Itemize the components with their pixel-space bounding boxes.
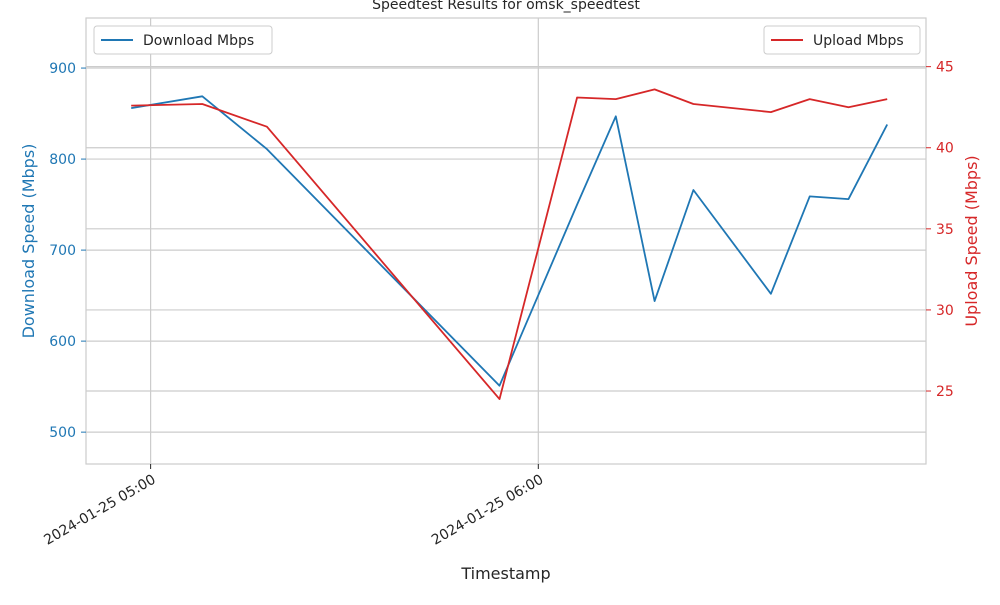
tick-layer: 500 600 700 800 900 25 30 35 40 45 2024-01-25 05:0…	[41, 60, 953, 549]
y-tick-label-right: 35	[936, 222, 954, 238]
y-tick-label-left: 800	[49, 152, 76, 168]
download-series-line	[131, 95, 888, 387]
y-tick-label-right: 40	[936, 141, 954, 157]
y-tick-label-right: 45	[936, 60, 954, 76]
y-axis-label-left: Download Speed (Mbps)	[19, 144, 38, 339]
y-tick-label-right: 30	[936, 303, 954, 319]
plot-frame	[85, 17, 927, 465]
legend-upload-box	[763, 25, 921, 55]
upload-series-line	[131, 88, 888, 401]
x-axis-label: Timestamp	[460, 564, 550, 583]
y-tick-label-left: 500	[49, 425, 76, 441]
y-tick-label-right: 25	[936, 384, 954, 400]
series-layer	[131, 88, 888, 401]
x-tick-label: 2024-01-25 05:00	[41, 472, 158, 549]
legend-upload-label: Upload Mbps	[813, 33, 904, 49]
legend-upload: Upload Mbps	[763, 25, 921, 55]
grid-layer	[86, 18, 926, 464]
y-tick-label-left: 600	[49, 334, 76, 350]
x-tick-label: 2024-01-25 06:00	[429, 472, 546, 549]
legend-download-label: Download Mbps	[143, 33, 254, 49]
legend-download-box	[93, 25, 273, 55]
y-axis-label-right: Upload Speed (Mbps)	[962, 155, 981, 326]
y-tick-label-left: 700	[49, 243, 76, 259]
chart-title: Speedtest Results for omsk_speedtest	[372, 0, 640, 13]
legend-download: Download Mbps	[93, 25, 273, 55]
y-tick-label-left: 900	[49, 61, 76, 77]
